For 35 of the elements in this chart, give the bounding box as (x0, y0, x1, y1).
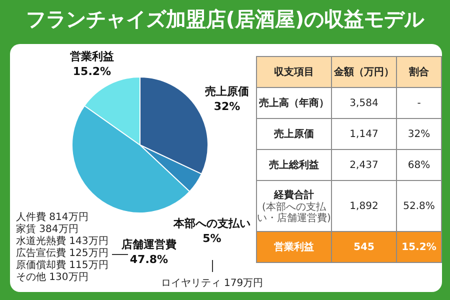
text: ロイヤリティ 179万円 (160, 277, 264, 290)
slice-label: 営業利益 (70, 50, 114, 63)
text: 経費合計 (274, 190, 314, 201)
text: 3,584 (332, 88, 396, 118)
text: 1,892 (332, 180, 396, 232)
text: 家賃 384万円 (16, 224, 80, 236)
text: - (396, 88, 442, 118)
data-label: 32% (214, 100, 240, 113)
text: 15.2% (396, 232, 442, 262)
text: 32% (396, 118, 442, 150)
text: 68% (396, 150, 442, 180)
data-label: 15.2% (72, 65, 112, 78)
text: 545 (332, 232, 396, 262)
text: 2,437 (332, 150, 396, 180)
slice-label: 本部への支払い (172, 217, 250, 230)
text: 収支項目 (256, 56, 332, 88)
text: 1,147 (332, 118, 396, 150)
text: 営業利益 (256, 232, 332, 262)
slice-label: 売上原価 (205, 85, 249, 98)
text: 売上総利益 (256, 150, 332, 180)
text: 人件費 814万円 (16, 212, 90, 224)
chart-title: フランチャイズ加盟店(居酒屋)の収益モデル (24, 6, 426, 33)
text: 金額（万円） (332, 56, 396, 88)
text: 売上高（年商） (256, 88, 332, 118)
slice-label: 店舗運営費 (120, 238, 176, 251)
text: 広告宣伝費 125万円 (16, 248, 108, 260)
text: 売上原価 (256, 118, 332, 150)
text: 原価償却費 115万円 (16, 260, 108, 272)
data-label: 5% (202, 232, 222, 245)
text: 割合 (396, 56, 442, 88)
text: (本部への支払い・店舗運営費) (257, 202, 331, 224)
data-label: 47.8% (130, 253, 168, 266)
text: 52.8% (396, 180, 442, 232)
text: その他 130万円 (16, 272, 90, 284)
text: 水道光熱費 143万円 (16, 236, 108, 248)
